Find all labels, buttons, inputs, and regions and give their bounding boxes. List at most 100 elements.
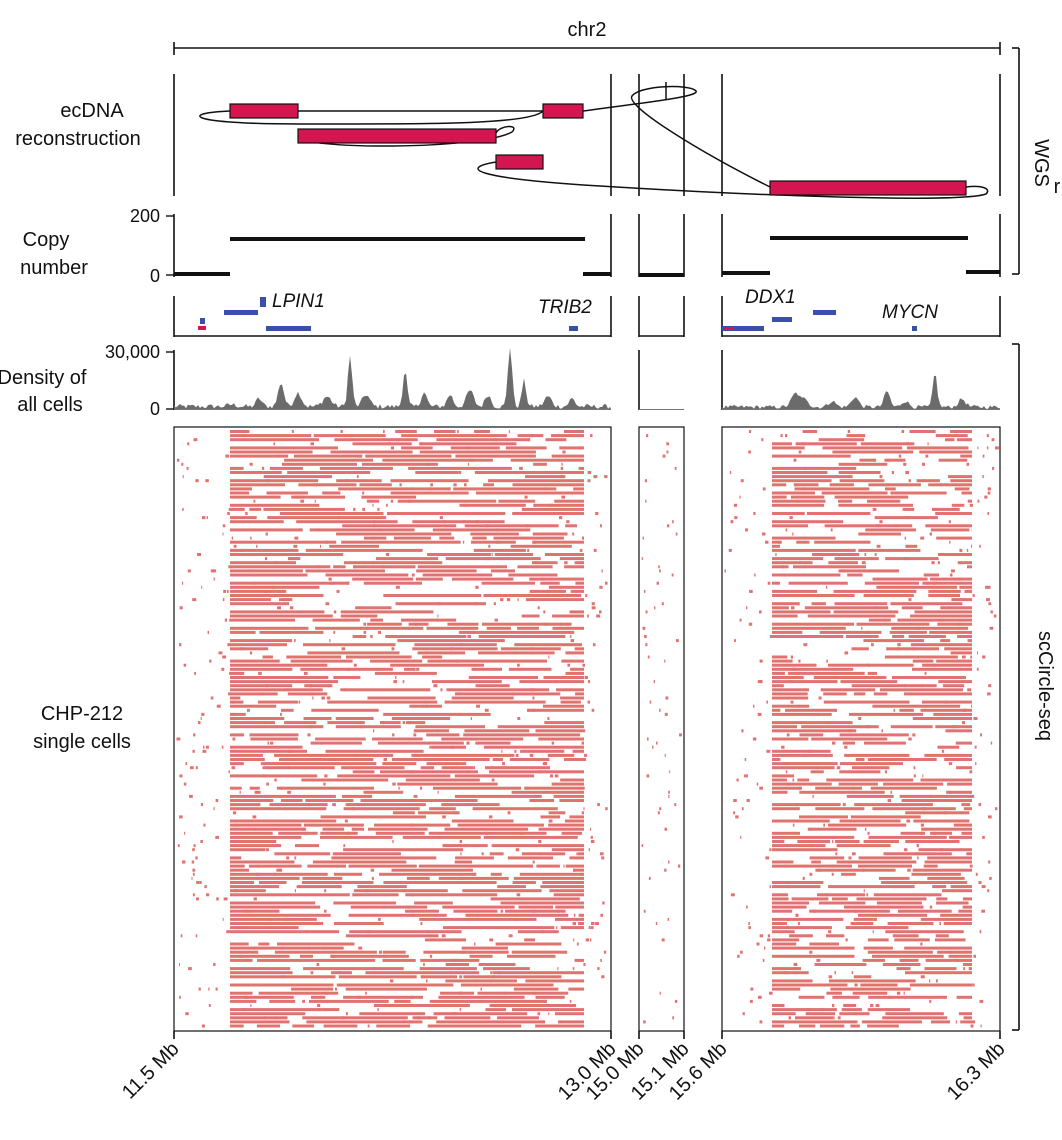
cell-read xyxy=(195,479,199,483)
cell-read xyxy=(311,995,326,999)
cell-read xyxy=(544,487,547,491)
cell-read xyxy=(757,680,762,684)
cell-read xyxy=(464,503,467,507)
cell-read xyxy=(793,458,797,462)
cell-read xyxy=(230,762,244,766)
cell-read xyxy=(604,475,608,479)
cell-read xyxy=(587,479,591,483)
cell-read xyxy=(230,876,300,880)
cell-read xyxy=(772,831,800,835)
cell-read xyxy=(538,737,584,741)
chromosome-scale: chr2 xyxy=(173,19,1001,55)
cell-read xyxy=(501,901,584,905)
cell-read xyxy=(825,594,828,597)
cell-read xyxy=(519,680,584,684)
cell-read xyxy=(822,602,826,606)
cell-read xyxy=(867,831,870,835)
cell-read xyxy=(761,438,764,442)
cell-read xyxy=(474,942,476,946)
cell-read xyxy=(967,499,972,503)
cell-read xyxy=(769,991,773,995)
cell-read xyxy=(383,594,482,597)
cell-read xyxy=(599,524,602,528)
cell-read xyxy=(248,864,302,868)
cell-read xyxy=(796,803,799,807)
cell-read xyxy=(823,700,910,704)
cell-read xyxy=(230,991,253,995)
cell-read xyxy=(360,725,363,729)
cell-read xyxy=(497,971,501,975)
cell-read xyxy=(514,749,517,753)
cell-read xyxy=(339,971,341,975)
cell-read xyxy=(543,704,584,708)
cell-read xyxy=(434,430,456,433)
cell-read xyxy=(206,516,208,520)
cell-read xyxy=(363,561,365,565)
cell-read xyxy=(940,639,951,643)
cell-read xyxy=(408,622,429,626)
cell-read xyxy=(862,963,865,966)
cell-read xyxy=(458,630,575,634)
cell-read xyxy=(415,622,418,626)
cell-read xyxy=(759,934,764,938)
cell-read xyxy=(875,913,877,917)
cell-read xyxy=(930,831,952,835)
cell-read xyxy=(548,823,584,827)
cell-read xyxy=(452,938,455,942)
cell-read xyxy=(536,864,560,868)
cell-read xyxy=(363,581,422,585)
cell-read xyxy=(772,712,832,716)
cell-read xyxy=(505,909,566,913)
cell-read xyxy=(883,618,887,622)
cell-read xyxy=(440,991,475,995)
cell-read xyxy=(230,602,290,606)
cell-read xyxy=(825,893,829,897)
cell-read xyxy=(230,663,328,667)
cell-read xyxy=(475,684,510,688)
cell-read xyxy=(772,491,815,495)
cell-read xyxy=(257,790,261,794)
cell-read xyxy=(453,811,458,815)
cell-reads xyxy=(176,430,999,1028)
cell-read xyxy=(417,651,466,655)
cell-read xyxy=(508,573,558,577)
cell-read xyxy=(367,696,436,700)
cell-read xyxy=(532,708,536,712)
cell-read xyxy=(953,503,965,507)
cell-read xyxy=(573,938,575,942)
cell-read xyxy=(896,967,911,971)
cell-read xyxy=(445,450,448,454)
cell-read xyxy=(587,700,590,704)
cell-read xyxy=(429,934,431,938)
cell-read xyxy=(292,466,295,470)
cell-read xyxy=(489,1004,577,1007)
cell-read xyxy=(925,454,929,458)
cell-read xyxy=(923,864,938,868)
cell-read xyxy=(230,639,292,643)
cell-read xyxy=(262,774,266,778)
cell-read xyxy=(531,577,533,581)
cell-read xyxy=(257,958,376,962)
cell-read xyxy=(785,434,788,438)
cell-read xyxy=(387,458,389,462)
cell-read xyxy=(189,794,193,798)
cell-read xyxy=(591,922,595,925)
cell-read xyxy=(772,1008,837,1012)
cell-read xyxy=(230,967,291,971)
cell-read xyxy=(544,622,548,626)
cell-read xyxy=(759,786,763,790)
cell-read xyxy=(889,450,892,454)
cell-read xyxy=(908,598,912,602)
cell-read xyxy=(203,823,206,827)
cell-read xyxy=(924,827,927,831)
cell-read xyxy=(835,491,837,495)
cell-read xyxy=(950,651,972,655)
cell-read xyxy=(180,934,183,938)
cell-read xyxy=(419,917,537,921)
cell-read xyxy=(902,630,905,634)
cell-read xyxy=(879,688,963,692)
cell-read xyxy=(908,639,911,643)
cell-read xyxy=(262,942,265,946)
cell-read xyxy=(883,995,885,999)
cell-read xyxy=(197,721,201,725)
